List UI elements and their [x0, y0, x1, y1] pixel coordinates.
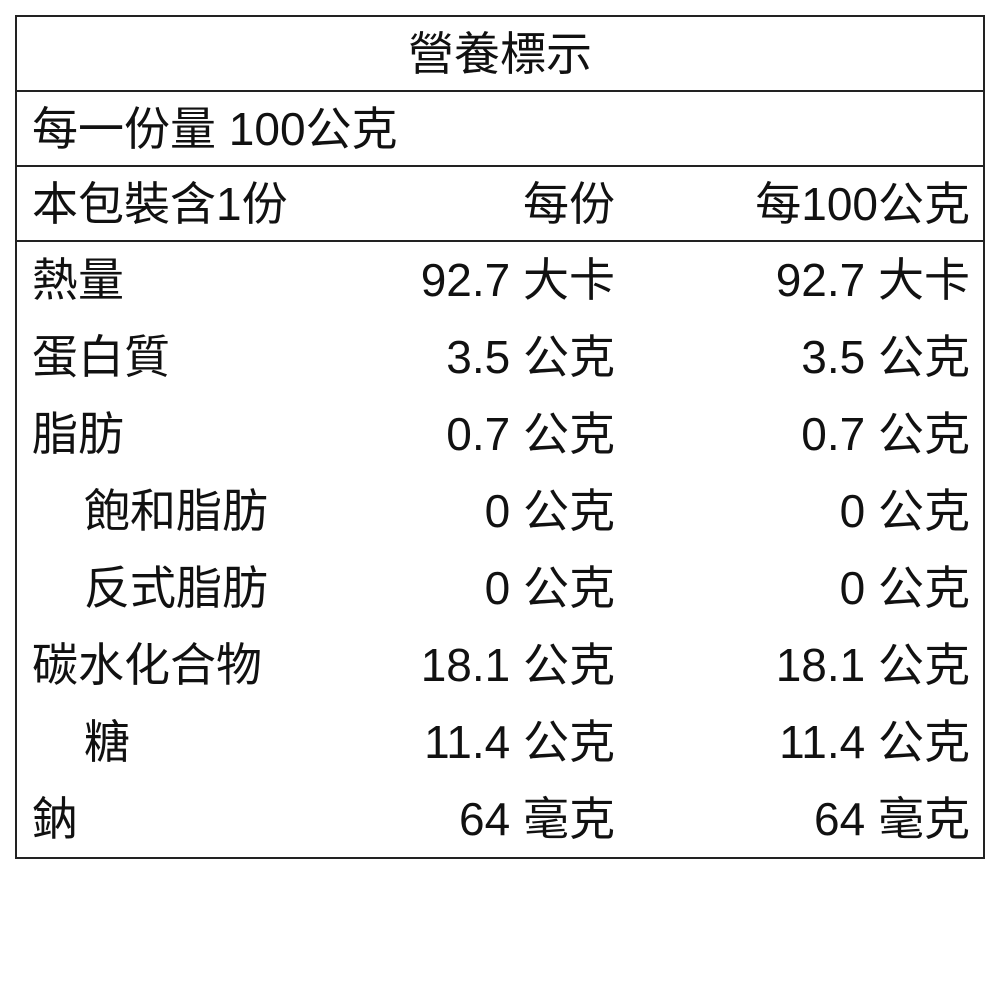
nutrient-per-serving: 0.7 公克 [446, 408, 615, 460]
divider [17, 240, 983, 242]
nutrient-per-serving: 0 公克 [484, 485, 615, 537]
nutrient-per-100g: 18.1 公克 [775, 639, 970, 691]
header-per-100g: 每100公克 [755, 178, 970, 230]
nutrient-per-serving: 92.7 大卡 [420, 254, 615, 306]
header-per-serving: 每份 [523, 178, 615, 230]
divider [17, 90, 983, 92]
nutrient-per-100g: 0 公克 [839, 562, 970, 614]
nutrient-per-100g: 0.7 公克 [801, 408, 970, 460]
nutrient-per-serving: 0 公克 [484, 562, 615, 614]
divider [17, 165, 983, 167]
nutrient-per-serving: 11.4 公克 [424, 716, 615, 768]
label-title: 營養標示 [408, 28, 592, 80]
servings-per-package: 本包裝含1份 [32, 178, 288, 230]
nutrient-per-100g: 92.7 大卡 [775, 254, 970, 306]
nutrient-name: 反式脂肪 [84, 562, 268, 614]
nutrient-per-serving: 18.1 公克 [420, 639, 615, 691]
nutrient-per-serving: 3.5 公克 [446, 331, 615, 383]
nutrient-name: 鈉 [32, 793, 78, 845]
nutrient-per-100g: 0 公克 [839, 485, 970, 537]
nutrient-name: 蛋白質 [32, 331, 170, 383]
nutrient-per-serving: 64 毫克 [459, 793, 615, 845]
nutrient-name: 熱量 [32, 254, 124, 306]
nutrient-per-100g: 3.5 公克 [801, 331, 970, 383]
nutrient-name: 飽和脂肪 [84, 485, 268, 537]
nutrient-name: 碳水化合物 [32, 639, 262, 691]
nutrient-per-100g: 11.4 公克 [779, 716, 970, 768]
nutrition-label: 營養標示 每一份量 100公克 本包裝含1份 每份 每100公克 熱量 92.7 … [15, 15, 985, 859]
nutrient-name: 糖 [84, 716, 130, 768]
nutrient-per-100g: 64 毫克 [814, 793, 970, 845]
serving-size: 每一份量 100公克 [32, 103, 398, 155]
nutrient-name: 脂肪 [32, 408, 124, 460]
